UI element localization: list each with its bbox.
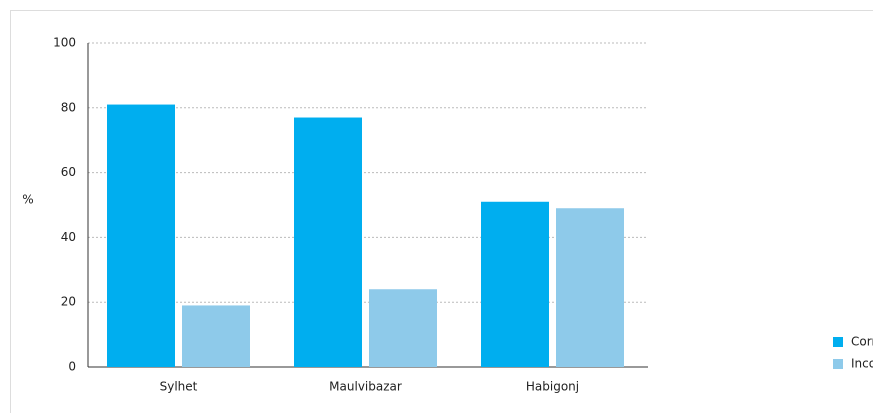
y-tick-label: 80 xyxy=(61,100,76,114)
y-axis-label: % xyxy=(22,193,33,207)
y-tick-label: 0 xyxy=(68,360,76,374)
bar xyxy=(369,289,437,367)
x-tick-label: Sylhet xyxy=(160,380,198,394)
y-tick-label: 100 xyxy=(53,36,76,50)
legend-label: Incorrect knowledge xyxy=(851,357,873,371)
y-tick-label: 60 xyxy=(61,165,76,179)
legend-swatch xyxy=(833,337,843,347)
legend-swatch xyxy=(833,359,843,369)
y-tick-label: 20 xyxy=(61,295,76,309)
legend-label: Correct knowledge xyxy=(851,335,873,349)
bar xyxy=(556,208,624,367)
y-tick-label: 40 xyxy=(61,230,76,244)
bar xyxy=(182,305,250,367)
bar xyxy=(107,105,175,367)
bar xyxy=(294,118,362,367)
x-tick-label: Maulvibazar xyxy=(329,380,402,394)
bar xyxy=(481,202,549,367)
x-tick-label: Habigonj xyxy=(526,380,579,394)
